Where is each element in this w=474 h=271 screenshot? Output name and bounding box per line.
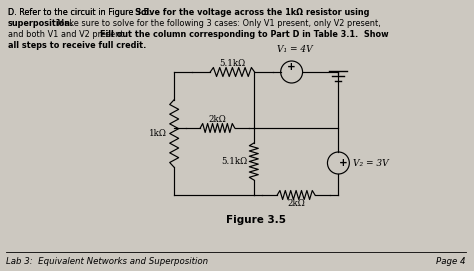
Text: Solve for the voltage across the 1kΩ resistor using: Solve for the voltage across the 1kΩ res…	[135, 8, 369, 17]
Text: superposition.: superposition.	[8, 19, 74, 28]
Text: +: +	[287, 62, 296, 72]
Text: Page 4: Page 4	[436, 257, 466, 266]
Text: 5.1kΩ: 5.1kΩ	[221, 157, 247, 166]
Text: D. Refer to the circuit in Figure 3.5.: D. Refer to the circuit in Figure 3.5.	[8, 8, 156, 17]
Text: 5.1kΩ: 5.1kΩ	[219, 59, 246, 67]
Text: Make sure to solve for the following 3 cases: Only V1 present, only V2 present,: Make sure to solve for the following 3 c…	[52, 19, 381, 28]
Text: all steps to receive full credit.: all steps to receive full credit.	[8, 41, 146, 50]
Text: Figure 3.5: Figure 3.5	[226, 215, 286, 225]
Text: 2kΩ: 2kΩ	[209, 115, 227, 124]
Text: V₁ = 4V: V₁ = 4V	[277, 45, 312, 54]
Text: +: +	[339, 158, 348, 168]
Text: Fill out the column corresponding to Part D in Table 3.1.  Show: Fill out the column corresponding to Par…	[100, 30, 388, 39]
Text: D. Refer to the circuit in Figure 3.5.  Solve for the voltage across the 1kΩ res: D. Refer to the circuit in Figure 3.5. S…	[8, 8, 364, 17]
Text: D. Refer to the circuit in Figure 3.5.: D. Refer to the circuit in Figure 3.5.	[8, 8, 156, 17]
Text: 1kΩ: 1kΩ	[149, 129, 167, 138]
Text: and both V1 and V2 present.: and both V1 and V2 present.	[8, 30, 131, 39]
Text: Lab 3:  Equivalent Networks and Superposition: Lab 3: Equivalent Networks and Superposi…	[6, 257, 208, 266]
Text: 2kΩ: 2kΩ	[287, 199, 305, 208]
Text: V₂ = 3V: V₂ = 3V	[353, 159, 389, 167]
